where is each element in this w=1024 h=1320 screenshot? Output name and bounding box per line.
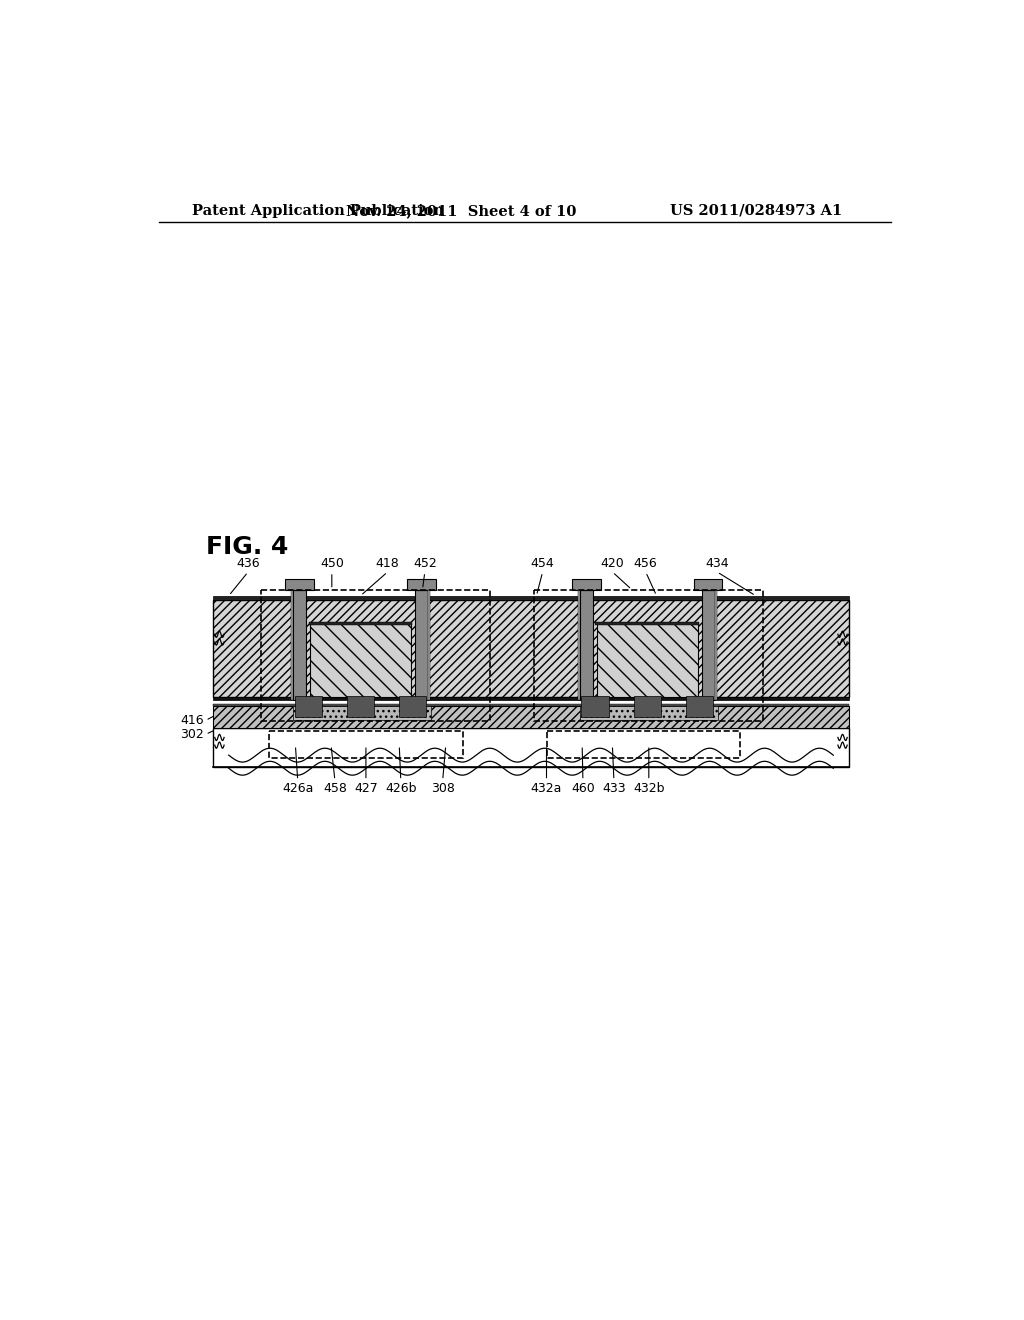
Bar (415, 590, 428, 701)
Bar (547, 731, 740, 758)
Text: 426a: 426a (282, 781, 313, 795)
Bar (597, 623, 697, 697)
Bar (213, 706, 849, 729)
Text: 456: 456 (634, 557, 657, 570)
Bar (293, 590, 306, 701)
Bar (213, 705, 849, 706)
Text: 450: 450 (319, 557, 344, 570)
Text: 432a: 432a (530, 781, 562, 795)
Bar (261, 590, 489, 721)
Text: 454: 454 (530, 557, 555, 570)
Text: 427: 427 (354, 781, 378, 795)
Text: 420: 420 (600, 557, 625, 570)
Bar (213, 595, 849, 601)
Bar (595, 622, 699, 626)
Text: 416: 416 (180, 714, 204, 727)
Bar (310, 623, 411, 697)
Text: 434: 434 (706, 557, 729, 570)
Bar (213, 601, 849, 697)
Bar (582, 696, 608, 718)
Bar (347, 696, 374, 718)
Bar (295, 696, 322, 718)
Bar (535, 590, 763, 721)
Text: 436: 436 (237, 557, 260, 570)
Bar (291, 590, 293, 701)
Bar (213, 697, 849, 701)
Text: 460: 460 (571, 781, 595, 795)
Text: Nov. 24, 2011  Sheet 4 of 10: Nov. 24, 2011 Sheet 4 of 10 (346, 203, 577, 218)
Bar (580, 706, 718, 719)
Bar (686, 696, 713, 718)
Text: 308: 308 (431, 781, 455, 795)
Bar (578, 590, 580, 701)
Text: 452: 452 (413, 557, 436, 570)
Text: 418: 418 (376, 557, 399, 570)
Bar (701, 590, 715, 701)
Bar (269, 731, 463, 758)
Bar (580, 590, 593, 701)
Bar (213, 729, 849, 767)
Bar (407, 578, 435, 590)
Bar (286, 578, 314, 590)
Bar (715, 590, 717, 701)
Bar (308, 622, 413, 626)
Text: FIG. 4: FIG. 4 (206, 535, 288, 560)
Text: 433: 433 (602, 781, 626, 795)
Bar (693, 578, 722, 590)
Bar (428, 590, 430, 701)
Text: 458: 458 (323, 781, 347, 795)
Text: 432b: 432b (633, 781, 665, 795)
Bar (399, 696, 426, 718)
Bar (572, 578, 601, 590)
Bar (293, 706, 431, 719)
Text: 426b: 426b (385, 781, 417, 795)
Text: Patent Application Publication: Patent Application Publication (191, 203, 443, 218)
Text: 302: 302 (180, 727, 204, 741)
Bar (634, 696, 660, 718)
Text: US 2011/0284973 A1: US 2011/0284973 A1 (671, 203, 843, 218)
